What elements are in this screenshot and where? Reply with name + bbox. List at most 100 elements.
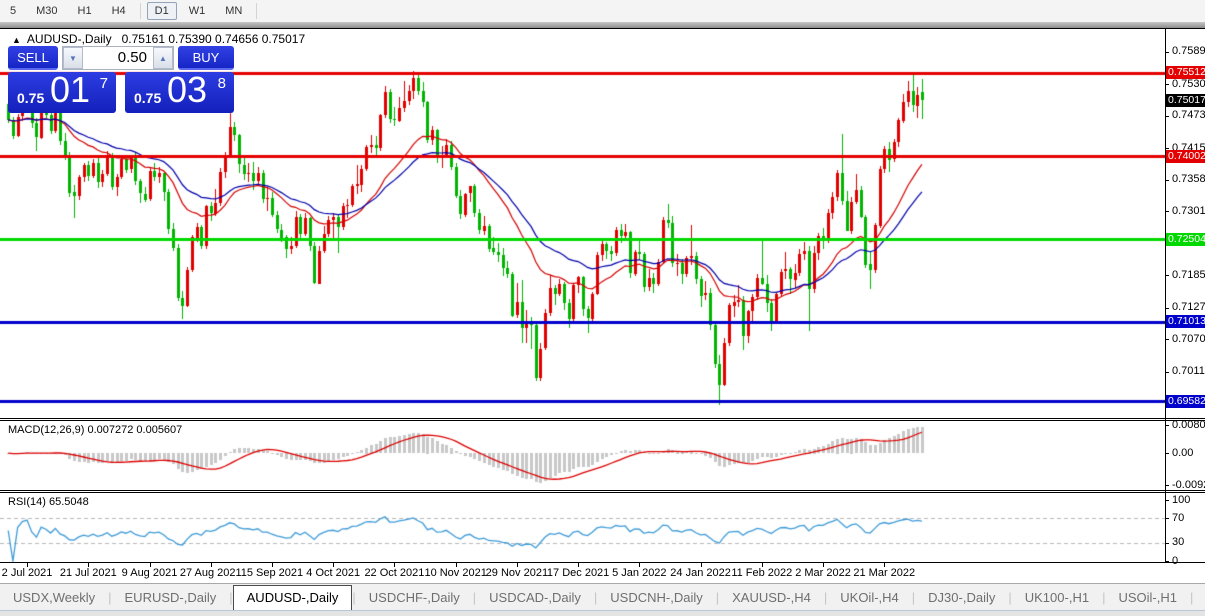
sell-price-tile[interactable]: 0.75 01 7: [8, 69, 116, 113]
timeframe-button-5[interactable]: 5: [10, 5, 17, 17]
sell-price-prefix: 0.75: [17, 90, 45, 106]
axis-tick-mark: [1165, 308, 1169, 309]
buy-price-prefix: 0.75: [134, 90, 162, 106]
toolbar-separator: [256, 3, 258, 19]
date-tick-mark: [456, 563, 457, 567]
date-axis-label: 2 Mar 2022: [795, 567, 851, 579]
chart-tab-eurusd-daily[interactable]: EURUSD-,Daily: [124, 590, 217, 605]
date-tick-mark: [762, 563, 763, 567]
tab-separator: |: [352, 590, 356, 605]
axis-tick-mark: [1165, 148, 1169, 149]
date-tick-mark: [272, 563, 273, 567]
date-axis-label: 11 Feb 2022: [731, 567, 793, 579]
macd-canvas[interactable]: [0, 421, 1165, 490]
price-axis-tick: 0.70115: [1172, 365, 1205, 378]
price-level-label: 0.69582: [1166, 394, 1205, 408]
rsi-canvas[interactable]: [0, 493, 1165, 562]
tab-separator: |: [472, 590, 477, 605]
date-axis-label: 4 Oct 2021: [306, 567, 361, 579]
sell-button[interactable]: SELL: [8, 46, 58, 70]
chart-tab-usoil-h1[interactable]: USOil-,H1: [1118, 590, 1177, 605]
axis-tick-mark: [1165, 211, 1169, 212]
rsi-label: RSI(14) 65.5048: [8, 496, 89, 508]
panel-divider-macd-top[interactable]: [0, 418, 1205, 419]
chart-tab-audusd-daily[interactable]: AUDUSD-,Daily: [232, 585, 353, 610]
buy-price-tile[interactable]: 0.75 03 8: [125, 69, 234, 113]
panel-divider-rsi-top[interactable]: [0, 490, 1205, 491]
axis-tick-mark: [1165, 561, 1169, 562]
chart-title: ▲ AUDUSD-,Daily 0.75161 0.75390 0.74656 0.…: [12, 32, 305, 46]
price-axis-tick: 0.71855: [1172, 268, 1205, 281]
price-axis: 0.758900.753050.747350.741500.735800.730…: [1165, 28, 1205, 567]
timeframe-button-w1[interactable]: W1: [188, 5, 206, 17]
timeframe-button-h1[interactable]: H1: [77, 5, 92, 17]
axis-tick-mark: [1165, 84, 1169, 85]
status-strip: [0, 610, 1205, 616]
date-tick-mark: [701, 563, 702, 567]
axis-tick-mark: [1165, 372, 1169, 373]
price-axis-tick: 0.75305: [1172, 77, 1205, 90]
timeframe-button-m30[interactable]: M30: [36, 5, 58, 17]
rsi-axis-tick: 0: [1172, 554, 1179, 567]
axis-tick-mark: [1165, 116, 1169, 117]
price-level-label: 0.71013: [1166, 315, 1205, 329]
axis-tick-mark: [1165, 500, 1169, 501]
tab-separator: |: [715, 590, 720, 605]
axis-tick-mark: [1165, 543, 1169, 544]
date-axis-label: 27 Aug 2021: [179, 567, 242, 579]
sell-price-sup: 7: [99, 75, 108, 92]
tab-separator: |: [1102, 590, 1106, 605]
chart-tab-hk50-h1[interactable]: HK50-,H1: [1193, 587, 1205, 608]
chart-tab-uk100-h1[interactable]: UK100-,H1: [1024, 590, 1090, 605]
macd-axis-tick: 0.00: [1172, 446, 1194, 459]
axis-tick-mark: [1165, 52, 1169, 53]
date-axis-label: 5 Jan 2022: [612, 567, 667, 579]
date-tick-mark: [578, 563, 579, 567]
panel-divider-macd-bottom[interactable]: [0, 420, 1205, 421]
volume-input[interactable]: 0.50: [117, 49, 147, 66]
chart-window: ▲ AUDUSD-,Daily 0.75161 0.75390 0.74656 0.…: [0, 28, 1205, 616]
timeframe-button-mn[interactable]: MN: [225, 5, 243, 17]
volume-increase-icon[interactable]: ▲: [153, 47, 173, 69]
date-tick-mark: [823, 563, 824, 567]
buy-price-big: 03: [167, 69, 208, 110]
volume-spinner: ▼ 0.50 ▲: [62, 46, 174, 70]
timeframe-button-h4[interactable]: H4: [111, 5, 126, 17]
rsi-axis-tick: 100: [1172, 493, 1191, 506]
date-tick-mark: [333, 563, 334, 567]
tab-separator: |: [229, 590, 233, 605]
rsi-axis-tick: 30: [1172, 536, 1185, 549]
chart-tab-usdx-weekly[interactable]: USDX,Weekly: [13, 590, 96, 605]
collapse-arrow-icon[interactable]: ▲: [12, 35, 21, 45]
volume-decrease-icon[interactable]: ▼: [63, 47, 83, 69]
date-tick-mark: [884, 563, 885, 567]
timeframe-button-d1[interactable]: D1: [146, 2, 177, 20]
axis-tick-mark: [1165, 485, 1169, 486]
axis-tick-mark: [1165, 453, 1169, 454]
buy-button[interactable]: BUY: [178, 46, 234, 70]
date-axis-label: 17 Dec 2021: [546, 567, 610, 579]
chart-tab-xauusd-h4[interactable]: XAUUSD-,H4: [732, 590, 811, 605]
chart-tab-dj30-daily[interactable]: DJ30-,Daily: [928, 590, 996, 605]
macd-axis-tick: -0.00928: [1172, 478, 1205, 491]
date-tick-mark: [88, 563, 89, 567]
price-level-label: 0.72504: [1166, 232, 1205, 246]
chart-tab-ukoil-h4[interactable]: UKOil-,H4: [840, 590, 899, 605]
chart-symbol-label: AUDUSD-,Daily: [26, 32, 112, 46]
axis-tick-mark: [1165, 339, 1169, 340]
axis-tick-mark: [1165, 425, 1169, 426]
tab-separator: |: [593, 590, 598, 605]
date-tick-mark: [27, 563, 28, 567]
chart-tab-usdchf-daily[interactable]: USDCHF-,Daily: [368, 590, 460, 605]
price-axis-tick: 0.74735: [1172, 109, 1205, 122]
date-axis-label: 2 Jul 2021: [1, 567, 53, 579]
chart-tab-usdcad-daily[interactable]: USDCAD-,Daily: [489, 590, 581, 605]
price-axis-line: [1165, 28, 1166, 563]
panel-divider-rsi-bottom[interactable]: [0, 492, 1205, 493]
chart-tab-usdcnh-daily[interactable]: USDCNH-,Daily: [610, 590, 703, 605]
date-tick-mark: [394, 563, 395, 567]
